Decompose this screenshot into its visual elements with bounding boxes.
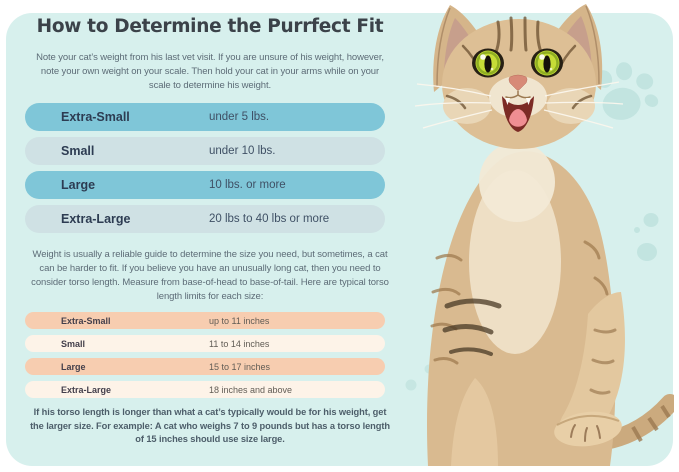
size-label: Extra-Small — [61, 110, 130, 124]
table-row: Large 10 lbs. or more — [25, 171, 385, 199]
text-line: length limits for each size: — [156, 291, 264, 302]
text-line: the larger size. For example: A cat who … — [30, 420, 390, 431]
torso-length-table: Extra-Small up to 11 inches Small 11 to … — [25, 312, 385, 404]
content-column: How to Determine the Purrfect Fit Note y… — [16, 0, 404, 453]
size-label: Large — [61, 178, 96, 192]
cat-eyes — [472, 48, 563, 78]
footer-note: If his torso length is longer than what … — [16, 406, 404, 447]
page-title: How to Determine the Purrfect Fit — [36, 16, 384, 37]
size-label: Extra-Small — [61, 315, 111, 326]
text-line: of 15 inches should use size large. — [135, 434, 285, 444]
intro-paragraph: Note your cat’s weight from his last vet… — [16, 51, 404, 93]
cat-body — [427, 142, 616, 466]
cat-photo — [405, 4, 674, 466]
size-label: Extra-Large — [61, 212, 131, 226]
size-value: 10 lbs. or more — [209, 179, 286, 191]
size-value: under 5 lbs. — [209, 111, 270, 123]
torso-paragraph: Weight is usually a reliable guide to de… — [16, 248, 404, 304]
paw-print-icon — [595, 62, 659, 261]
table-row: Small under 10 lbs. — [25, 137, 385, 165]
size-value: under 10 lbs. — [209, 145, 276, 157]
cat-open-mouth — [502, 90, 534, 132]
cat-head — [414, 4, 624, 149]
table-row: Extra-Small up to 11 inches — [25, 312, 385, 329]
size-label: Small — [61, 338, 86, 349]
text-line: can be harder to fit. If you believe you… — [39, 263, 381, 274]
table-row: Extra-Large 18 inches and above — [25, 381, 385, 398]
size-value: 15 to 17 inches — [209, 361, 271, 372]
size-label: Small — [61, 144, 95, 158]
size-value: 20 lbs to 40 lbs or more — [209, 213, 330, 225]
table-row: Small 11 to 14 inches — [25, 335, 385, 352]
size-label: Extra-Large — [61, 384, 112, 395]
text-line: note your own weight on your scale. Then… — [40, 66, 380, 77]
table-row: Extra-Large 20 lbs to 40 lbs or more — [25, 205, 385, 233]
text-line: consider torso length. Measure from base… — [31, 277, 389, 288]
text-line: Weight is usually a reliable guide to de… — [32, 249, 388, 260]
text-line: scale to determine his weight. — [148, 80, 272, 91]
table-row: Large 15 to 17 inches — [25, 358, 385, 375]
text-line: Note your cat’s weight from his last vet… — [36, 52, 384, 63]
cat-whiskers — [414, 81, 624, 129]
size-label: Large — [61, 361, 86, 372]
text-line: If his torso length is longer than what … — [33, 407, 387, 417]
size-value: up to 11 inches — [209, 315, 270, 326]
cat-nose — [508, 74, 528, 91]
size-value: 11 to 14 inches — [209, 338, 270, 349]
weight-size-table: Extra-Small under 5 lbs. Small under 10 … — [25, 103, 385, 239]
table-row: Extra-Small under 5 lbs. — [25, 103, 385, 131]
cat-raised-paw — [554, 292, 625, 447]
size-value: 18 inches and above — [209, 384, 293, 395]
